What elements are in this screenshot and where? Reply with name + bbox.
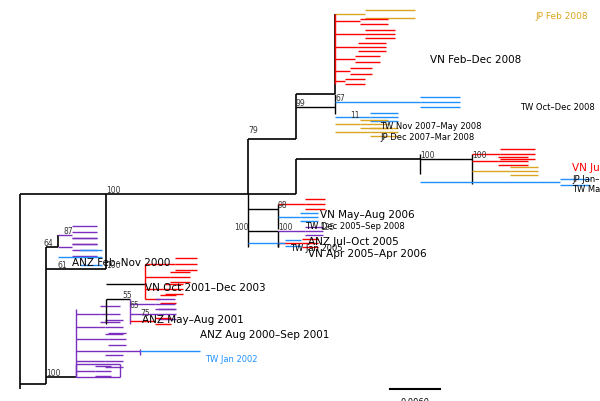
Text: TW Jan 2005: TW Jan 2005	[290, 243, 343, 252]
Text: TW Dec 2005–Sep 2008: TW Dec 2005–Sep 2008	[305, 221, 405, 231]
Text: VN Apr 2005–Apr 2006: VN Apr 2005–Apr 2006	[308, 248, 427, 258]
Text: 67: 67	[335, 94, 345, 103]
Text: ANZ May–Aug 2001: ANZ May–Aug 2001	[142, 314, 244, 324]
Text: 79: 79	[248, 126, 258, 135]
Text: 11: 11	[350, 111, 359, 120]
Text: JP Jan–Mar 2008: JP Jan–Mar 2008	[572, 174, 600, 184]
Text: ANZ Jul–Oct 2005: ANZ Jul–Oct 2005	[308, 237, 399, 246]
Text: 100: 100	[106, 186, 121, 194]
Text: VN Feb–Dec 2008: VN Feb–Dec 2008	[430, 55, 521, 65]
Text: JP Feb 2008: JP Feb 2008	[535, 12, 588, 21]
Text: 65: 65	[130, 300, 140, 309]
Text: 87: 87	[64, 227, 74, 235]
Text: VN Jul–Dec 2008: VN Jul–Dec 2008	[572, 162, 600, 172]
Text: 100: 100	[472, 151, 487, 160]
Text: JP Dec 2007–Mar 2008: JP Dec 2007–Mar 2008	[380, 133, 474, 142]
Text: TW Jan 2002: TW Jan 2002	[205, 354, 257, 363]
Text: TW May 2006–Oct 2008: TW May 2006–Oct 2008	[572, 184, 600, 194]
Text: 125: 125	[320, 223, 334, 231]
Text: ANZ Aug 2000–Sep 2001: ANZ Aug 2000–Sep 2001	[200, 329, 329, 339]
Text: 64: 64	[44, 239, 54, 247]
Text: 100: 100	[278, 223, 293, 231]
Text: TW Oct–Dec 2008: TW Oct–Dec 2008	[520, 103, 595, 112]
Text: 100: 100	[106, 260, 121, 269]
Text: 0.0060: 0.0060	[401, 397, 430, 401]
Text: VN May–Aug 2006: VN May–Aug 2006	[320, 209, 415, 219]
Text: 100: 100	[46, 368, 61, 377]
Text: TW Nov 2007–May 2008: TW Nov 2007–May 2008	[380, 122, 482, 131]
Text: 100: 100	[234, 223, 248, 231]
Text: VN Oct 2001–Dec 2003: VN Oct 2001–Dec 2003	[145, 282, 266, 292]
Text: 55: 55	[122, 290, 132, 299]
Text: 98: 98	[278, 200, 287, 209]
Text: 61: 61	[58, 260, 68, 269]
Text: 75: 75	[140, 308, 150, 317]
Text: 99: 99	[296, 99, 306, 108]
Text: ANZ Feb–Nov 2000: ANZ Feb–Nov 2000	[72, 257, 170, 267]
Text: 100: 100	[420, 151, 434, 160]
